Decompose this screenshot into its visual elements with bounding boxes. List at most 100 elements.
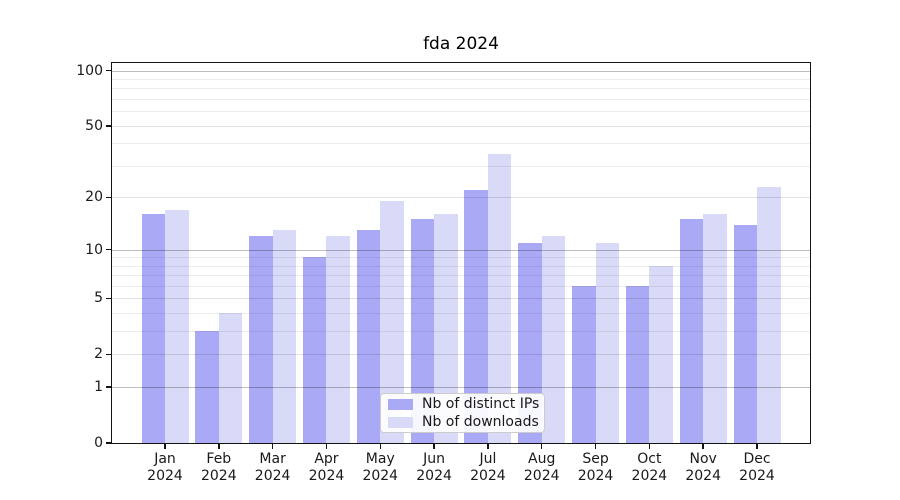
chart-title: fda 2024 bbox=[423, 34, 499, 54]
x-tick-label: Oct 2024 bbox=[619, 451, 679, 485]
y-gridline-minor bbox=[112, 79, 810, 81]
x-tick-month: Oct bbox=[637, 451, 662, 467]
y-tick bbox=[105, 248, 112, 251]
x-tick-label: Jun 2024 bbox=[404, 451, 464, 485]
x-tick bbox=[325, 443, 328, 449]
x-tick-year: 2024 bbox=[254, 468, 291, 484]
x-tick bbox=[271, 443, 274, 449]
x-tick-label: Sep 2024 bbox=[566, 451, 626, 485]
x-tick-month: Mar bbox=[259, 451, 286, 467]
x-tick bbox=[218, 443, 220, 449]
bar bbox=[464, 190, 488, 443]
x-tick-label: Jan 2024 bbox=[135, 451, 195, 485]
x-tick-year: 2024 bbox=[739, 468, 775, 484]
x-tick-year: 2024 bbox=[470, 468, 506, 484]
y-gridline bbox=[112, 70, 810, 72]
y-tick-label: 10 bbox=[85, 241, 103, 258]
y-tick bbox=[105, 69, 112, 72]
bar bbox=[541, 236, 566, 443]
legend-item: Nb of distinct IPs bbox=[388, 396, 544, 412]
x-tick-label: Nov 2024 bbox=[673, 451, 733, 485]
y-tick-label: 2 bbox=[94, 346, 103, 363]
y-gridline-minor bbox=[112, 165, 810, 167]
bar bbox=[703, 214, 727, 443]
x-tick bbox=[164, 443, 166, 449]
y-tick-label: 20 bbox=[85, 189, 103, 206]
y-gridline bbox=[112, 249, 810, 251]
x-tick-month: Aug bbox=[528, 451, 556, 467]
x-tick-month: Apr bbox=[314, 451, 339, 467]
bar bbox=[733, 224, 757, 443]
x-tick-year: 2024 bbox=[523, 468, 560, 484]
bar bbox=[249, 236, 273, 443]
legend-label: Nb of distinct IPs bbox=[422, 396, 540, 412]
x-tick-year: 2024 bbox=[631, 468, 668, 484]
bar bbox=[141, 214, 165, 443]
y-gridline bbox=[112, 125, 810, 127]
legend: Nb of distinct IPs Nb of downloads bbox=[380, 393, 545, 433]
y-tick-label: 50 bbox=[85, 117, 103, 134]
bar bbox=[434, 214, 458, 443]
y-tick-label: 0 bbox=[94, 435, 103, 451]
x-tick-year: 2024 bbox=[577, 468, 614, 484]
bar bbox=[195, 331, 219, 443]
bar bbox=[165, 209, 189, 443]
y-gridline bbox=[112, 387, 810, 389]
bar bbox=[380, 201, 404, 443]
bar bbox=[487, 153, 512, 443]
x-tick-month: Jul bbox=[479, 451, 497, 467]
bar bbox=[272, 230, 297, 443]
x-tick-month: Nov bbox=[689, 451, 717, 467]
bar bbox=[218, 313, 243, 443]
x-tick-month: Jan bbox=[154, 451, 176, 467]
x-tick-year: 2024 bbox=[308, 468, 345, 484]
x-tick-month: Jun bbox=[423, 451, 446, 467]
x-tick bbox=[379, 443, 382, 449]
y-tick-label: 100 bbox=[76, 62, 103, 79]
legend-item: Nb of downloads bbox=[388, 414, 544, 430]
x-tick-month: May bbox=[365, 451, 395, 467]
y-tick bbox=[105, 353, 112, 356]
bar bbox=[625, 286, 650, 443]
x-tick-year: 2024 bbox=[200, 468, 237, 484]
y-tick-label: 1 bbox=[94, 379, 103, 396]
x-tick-label: Jul 2024 bbox=[458, 451, 518, 485]
plot-area bbox=[112, 63, 810, 443]
x-tick-label: Dec 2024 bbox=[727, 451, 787, 485]
legend-swatch bbox=[388, 416, 413, 428]
x-tick-label: Aug 2024 bbox=[512, 451, 572, 485]
y-gridline bbox=[112, 354, 810, 356]
y-tick bbox=[105, 442, 112, 444]
y-gridline-minor bbox=[112, 275, 810, 277]
y-tick bbox=[105, 125, 112, 127]
bar bbox=[649, 265, 673, 443]
bar bbox=[595, 242, 620, 443]
y-gridline-minor bbox=[112, 99, 810, 101]
x-tick-month: Dec bbox=[743, 451, 771, 467]
legend-swatch bbox=[388, 398, 413, 410]
x-tick-label: Mar 2024 bbox=[243, 451, 303, 485]
x-tick bbox=[540, 443, 543, 449]
x-tick-label: Apr 2024 bbox=[296, 451, 356, 485]
bar bbox=[679, 219, 704, 443]
x-tick-label: May 2024 bbox=[350, 451, 410, 485]
x-tick bbox=[433, 443, 435, 449]
y-gridline bbox=[112, 298, 810, 300]
bar bbox=[757, 186, 781, 443]
x-tick bbox=[648, 443, 651, 449]
y-gridline-minor bbox=[112, 331, 810, 333]
bar bbox=[572, 286, 596, 443]
y-gridline-minor bbox=[112, 313, 810, 315]
bar bbox=[356, 230, 381, 443]
legend-label: Nb of downloads bbox=[422, 414, 539, 430]
y-tick bbox=[105, 386, 112, 388]
y-gridline-minor bbox=[112, 111, 810, 113]
x-tick-month: Feb bbox=[206, 451, 232, 467]
y-gridline-minor bbox=[112, 143, 810, 145]
x-tick bbox=[487, 443, 489, 449]
x-tick-year: 2024 bbox=[362, 468, 399, 484]
y-gridline-minor bbox=[112, 257, 810, 259]
x-tick-month: Sep bbox=[582, 451, 609, 467]
x-tick bbox=[756, 443, 758, 449]
